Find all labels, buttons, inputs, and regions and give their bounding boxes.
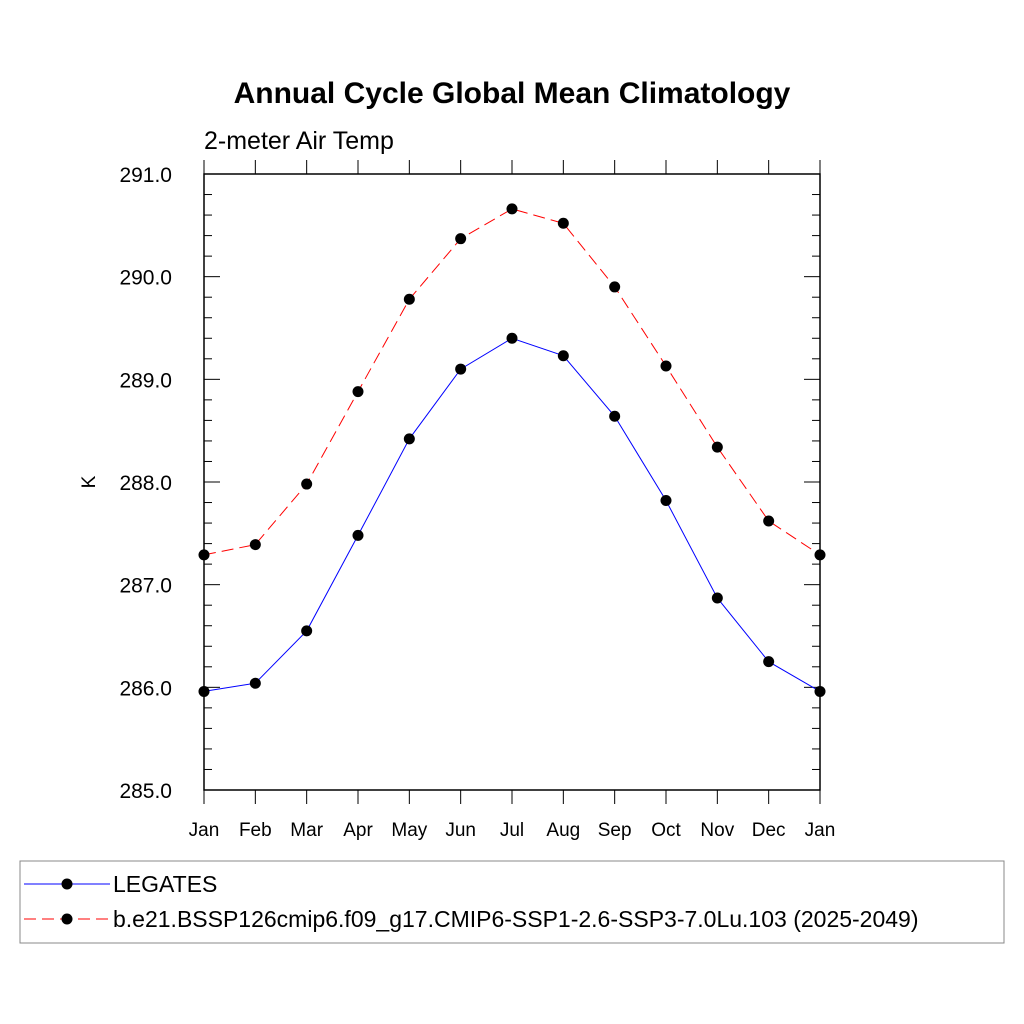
y-tick-label: 289.0 [119, 369, 172, 392]
series-2-point [301, 478, 313, 490]
series-1-point [711, 592, 723, 604]
series-1-point [249, 677, 261, 689]
legend-marker-1 [61, 878, 73, 890]
x-tick-label: Feb [239, 820, 272, 841]
series-1-point [301, 625, 313, 637]
legend-entries: LEGATES b.e21.BSSP126cmip6.f09_g17.CMIP6-… [24, 871, 919, 932]
series-2-point [763, 515, 775, 527]
series-1-point [609, 410, 621, 422]
x-tick-label: Sep [598, 820, 632, 841]
plot-frame [203, 173, 821, 791]
series-1-point [557, 350, 569, 362]
x-tick-labels: Jan Feb Mar Apr May Jun Jul Aug Sep Oct Nov Dec Jan [189, 820, 836, 841]
x-tick-label: Aug [546, 820, 580, 841]
chart-subtitle: 2-meter Air Temp [204, 127, 394, 155]
legend-label-2: b.e21.BSSP126cmip6.f09_g17.CMIP6-SSP1-2.… [113, 906, 919, 932]
y-tick-label: 286.0 [119, 677, 172, 700]
series-2-point [506, 203, 518, 215]
series-2-point [403, 293, 415, 305]
series-1-point [763, 656, 775, 668]
series-2-point [557, 217, 569, 229]
x-tick-label: Apr [343, 820, 373, 841]
chart-title: Annual Cycle Global Mean Climatology [234, 77, 791, 110]
x-tick-label: Jan [189, 820, 220, 841]
series-line-2 [203, 208, 821, 556]
series-2-point [609, 281, 621, 293]
y-axis-label: K [79, 475, 100, 488]
series-2-point [352, 386, 364, 398]
x-tick-label: Dec [752, 820, 786, 841]
axis-ticks [203, 160, 821, 804]
y-tick-label: 285.0 [119, 780, 172, 803]
series-2-point [711, 441, 723, 453]
y-tick-label: 290.0 [119, 267, 172, 290]
y-tick-label: 288.0 [119, 472, 172, 495]
series-2-point [455, 233, 467, 245]
x-tick-label: Jun [445, 820, 476, 841]
series-1-point [403, 433, 415, 445]
x-tick-label: Oct [651, 820, 681, 841]
series-1-point [506, 332, 518, 344]
series-1-point [455, 363, 467, 375]
series-line-1 [203, 337, 821, 692]
y-tick-labels: 285.0 286.0 287.0 288.0 289.0 290.0 291.0 [119, 164, 172, 803]
legend-box [19, 860, 1005, 944]
legend: LEGATES b.e21.BSSP126cmip6.f09_g17.CMIP6-… [19, 860, 1005, 944]
x-tick-label: May [391, 820, 427, 841]
series-2-point [249, 539, 261, 551]
y-tick-label: 291.0 [119, 164, 172, 187]
legend-marker-2 [61, 913, 73, 925]
x-tick-label: Jul [500, 820, 524, 841]
x-tick-label: Jan [805, 820, 836, 841]
x-tick-label: Mar [290, 820, 323, 841]
y-tick-label: 287.0 [119, 575, 172, 598]
series-1-point [352, 529, 364, 541]
x-tick-label: Nov [700, 820, 734, 841]
series-2-point [660, 360, 672, 372]
plot-series [198, 203, 826, 697]
series-1-point [660, 494, 672, 506]
legend-label-1: LEGATES [113, 871, 217, 897]
